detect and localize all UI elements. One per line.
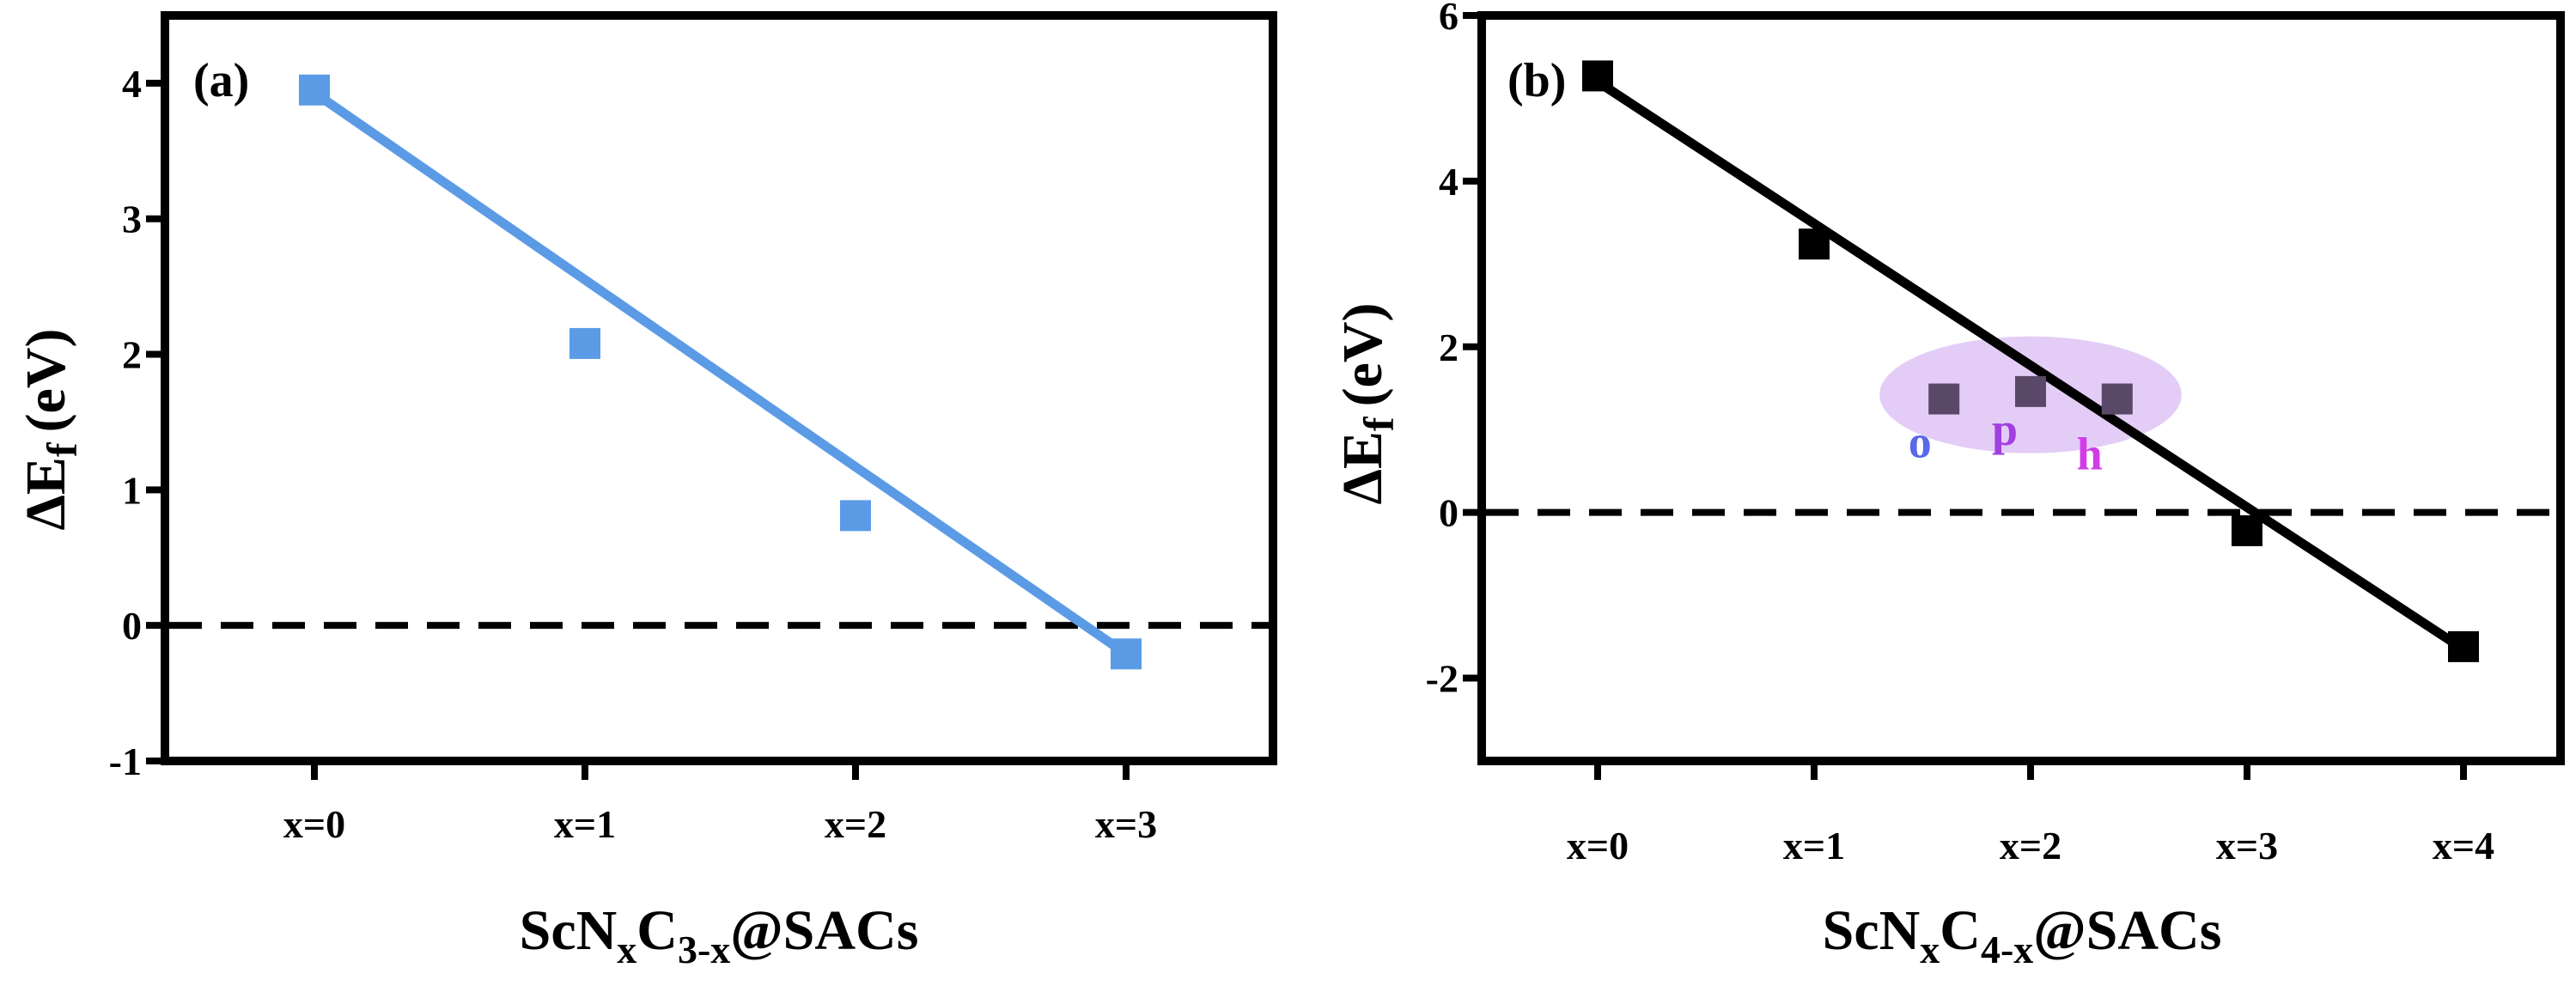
x-tick-label: x=3 — [2216, 824, 2278, 867]
panel-b-fit-line — [1594, 77, 2467, 654]
panel-b-x-axis-label: ScNxC4-x@SACs — [1823, 899, 2222, 971]
panel-b-y-axis-label: ΔEf(eV) — [1331, 303, 1403, 505]
panel-a-x-ticks: x=0 x=1 x=2 x=3 — [283, 761, 1157, 846]
panel-b-x-ticks: x=0 x=1 x=2 x=3 x=4 — [1567, 761, 2494, 867]
panel-a-label: (a) — [193, 54, 249, 107]
panel-a-fit-line — [311, 88, 1130, 658]
isomer-label: h — [2077, 429, 2103, 480]
panel-a-x-axis-label: ScNxC3-x@SACs — [520, 899, 919, 971]
data-point — [1582, 60, 1613, 92]
data-point — [840, 500, 871, 532]
x-tick-label: x=0 — [283, 802, 345, 846]
panel-a-y-ticks: -1 0 1 2 3 4 — [109, 62, 165, 783]
isomer-point — [2015, 375, 2046, 407]
data-point — [1111, 638, 1142, 670]
x-tick-label: x=2 — [825, 802, 886, 846]
data-point — [1799, 228, 1830, 260]
panel-b: ΔEf(eV) -2 0 2 4 6 x=0 x=1 x=2 x=3 x=4 o p h (b) S… — [1331, 0, 2565, 971]
data-point — [2448, 630, 2479, 662]
x-tick-label: x=1 — [1783, 824, 1845, 867]
y-tick-label: 6 — [1439, 0, 1459, 38]
x-tick-label: x=2 — [2000, 824, 2061, 867]
y-tick-label: 1 — [122, 468, 142, 512]
panel-b-y-ticks: -2 0 2 4 6 — [1426, 0, 1482, 701]
isomer-label: p — [1992, 404, 2018, 455]
x-tick-label: x=1 — [554, 802, 616, 846]
x-tick-label: x=3 — [1095, 802, 1157, 846]
data-point — [2232, 514, 2262, 546]
panel-b-data-points — [1582, 60, 2479, 662]
y-tick-label: 3 — [122, 198, 142, 241]
data-point — [299, 74, 330, 106]
panel-a: ΔEf(eV) -1 0 1 2 3 4 x=0 x=1 x=2 x=3 (a) ScNxC3-… — [15, 11, 1277, 971]
panel-b-label: (b) — [1507, 54, 1566, 107]
x-tick-label: x=0 — [1567, 824, 1629, 867]
panel-a-plot-frame — [161, 11, 1277, 765]
x-tick-label: x=4 — [2433, 824, 2494, 867]
panel-a-data-points — [299, 74, 1142, 670]
data-point — [569, 327, 600, 359]
y-tick-label: -1 — [109, 740, 142, 783]
panel-a-y-axis-label: ΔEf(eV) — [15, 329, 86, 531]
y-tick-label: 0 — [1439, 491, 1459, 535]
isomer-point — [1928, 383, 1960, 415]
y-tick-label: 0 — [122, 604, 142, 648]
y-tick-label: 4 — [1439, 160, 1459, 204]
panel-b-plot-frame — [1477, 11, 2565, 765]
y-tick-label: 4 — [122, 62, 142, 106]
y-tick-label: 2 — [1439, 326, 1459, 369]
isomer-label: o — [1909, 417, 1932, 468]
y-tick-label: -2 — [1426, 657, 1459, 701]
y-tick-label: 2 — [122, 333, 142, 377]
isomer-point — [2101, 383, 2133, 415]
